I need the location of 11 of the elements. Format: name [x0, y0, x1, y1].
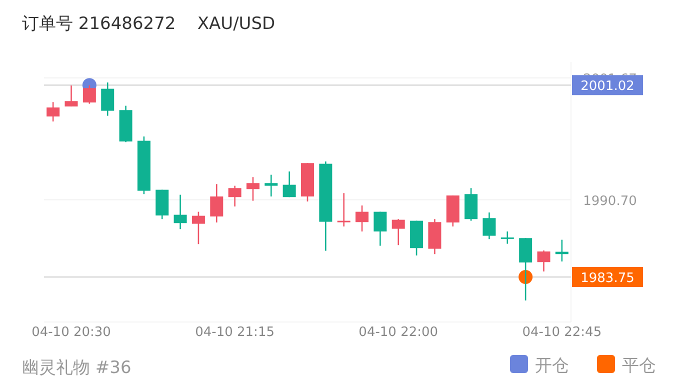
chart-title: 订单号 216486272 XAU/USD — [22, 14, 276, 34]
legend-label: 开仓 — [535, 356, 569, 376]
text: 幽灵礼物 #36 — [22, 358, 132, 378]
y-tick-label: 1990.70 — [583, 194, 637, 209]
ref-line-label: 1983.75 — [580, 271, 634, 286]
ref-line-label: 2001.02 — [580, 79, 634, 94]
x-tick-label: 04-10 20:30 — [32, 325, 111, 340]
legend-label: 平仓 — [622, 356, 656, 376]
x-tick-label: 04-10 22:45 — [522, 325, 602, 340]
x-tick-label: 04-10 21:15 — [195, 325, 274, 340]
x-tick-label: 04-10 22:00 — [358, 325, 438, 340]
